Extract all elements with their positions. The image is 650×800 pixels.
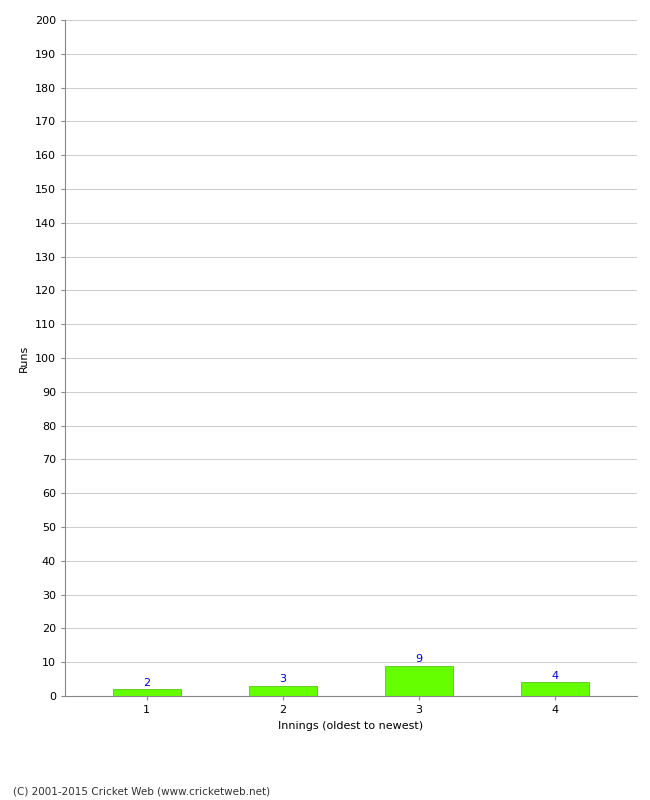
Y-axis label: Runs: Runs — [20, 344, 29, 372]
Text: 9: 9 — [415, 654, 423, 664]
Bar — [521, 682, 590, 696]
Bar — [385, 666, 453, 696]
Text: 2: 2 — [143, 678, 150, 687]
Text: (C) 2001-2015 Cricket Web (www.cricketweb.net): (C) 2001-2015 Cricket Web (www.cricketwe… — [13, 786, 270, 796]
Text: 4: 4 — [552, 670, 559, 681]
Bar — [249, 686, 317, 696]
Bar — [112, 690, 181, 696]
X-axis label: Innings (oldest to newest): Innings (oldest to newest) — [278, 721, 424, 730]
Text: 3: 3 — [280, 674, 287, 684]
